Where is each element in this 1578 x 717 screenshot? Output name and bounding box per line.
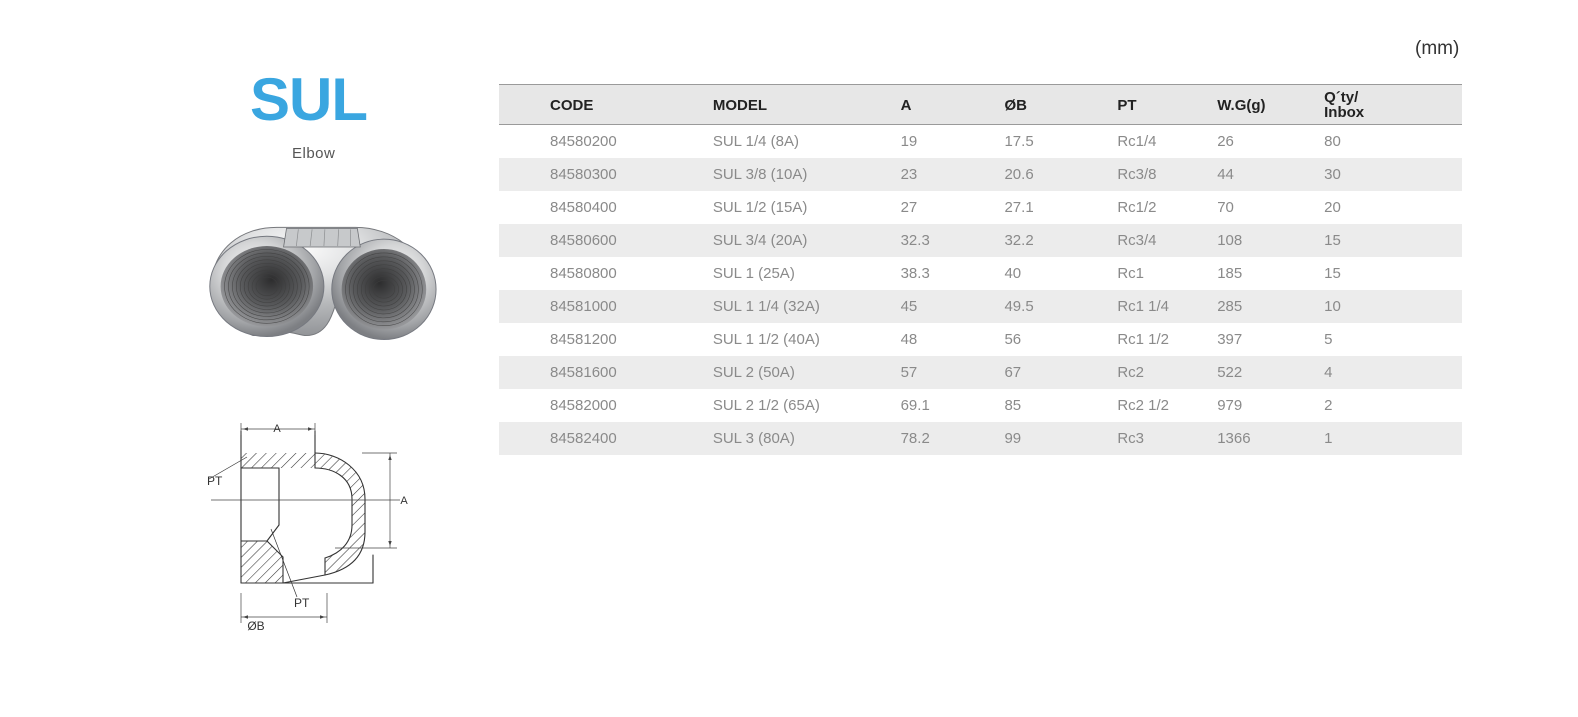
svg-text:PT: PT	[207, 474, 223, 488]
svg-text:A: A	[400, 495, 408, 507]
svg-text:ØB: ØB	[247, 619, 264, 633]
svg-text:PT: PT	[294, 596, 310, 610]
svg-text:A: A	[273, 423, 281, 435]
